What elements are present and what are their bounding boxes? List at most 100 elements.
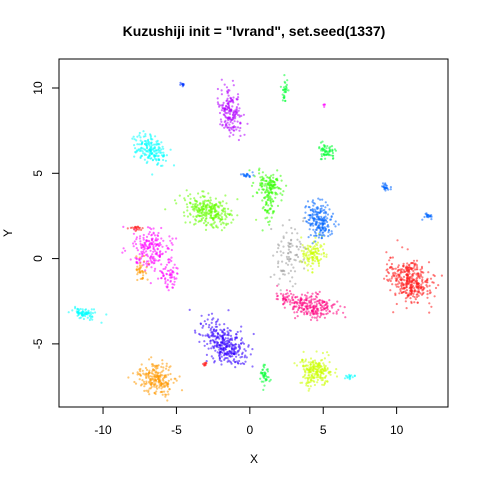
- data-point: [262, 388, 265, 391]
- data-point: [295, 253, 298, 256]
- data-point: [205, 224, 208, 227]
- data-point: [433, 274, 436, 278]
- data-point: [176, 267, 179, 270]
- data-point: [84, 308, 88, 311]
- data-point: [273, 273, 276, 276]
- data-point: [412, 279, 415, 282]
- data-point: [239, 134, 242, 137]
- data-point: [428, 289, 431, 292]
- data-point: [313, 230, 316, 233]
- data-point: [147, 246, 150, 250]
- data-point: [297, 248, 300, 251]
- data-point: [205, 360, 208, 363]
- data-point: [301, 381, 304, 384]
- data-point: [385, 251, 388, 254]
- data-point: [323, 316, 326, 319]
- data-point: [306, 200, 310, 203]
- data-point: [308, 376, 311, 379]
- data-point: [230, 352, 233, 355]
- data-point: [326, 145, 329, 148]
- data-point: [388, 266, 392, 269]
- data-point: [300, 236, 303, 239]
- data-point: [424, 280, 427, 283]
- data-point: [152, 259, 155, 262]
- data-point: [346, 375, 349, 378]
- data-point: [313, 374, 316, 377]
- data-point: [314, 236, 317, 239]
- data-point: [296, 238, 299, 241]
- data-point: [143, 382, 146, 385]
- data-point: [135, 149, 138, 152]
- data-point: [276, 179, 279, 182]
- data-point: [126, 227, 129, 230]
- data-point: [71, 309, 74, 312]
- data-point: [236, 113, 239, 116]
- data-point: [305, 252, 308, 255]
- data-point: [229, 334, 233, 337]
- data-point: [420, 293, 424, 296]
- data-point: [312, 204, 315, 207]
- data-point: [229, 355, 232, 358]
- data-point: [203, 199, 207, 202]
- data-point: [200, 314, 203, 317]
- data-point: [321, 302, 324, 305]
- data-point: [308, 206, 311, 209]
- data-point: [326, 380, 329, 383]
- data-point: [429, 277, 433, 280]
- data-point: [173, 280, 176, 283]
- data-point: [320, 312, 323, 315]
- data-point: [248, 169, 251, 172]
- data-point: [310, 374, 313, 378]
- data-point: [264, 191, 267, 194]
- data-point: [261, 188, 264, 191]
- data-point: [178, 375, 181, 378]
- data-point: [134, 147, 137, 150]
- data-point: [236, 98, 239, 101]
- data-point: [223, 126, 226, 129]
- data-point: [322, 383, 326, 387]
- data-point: [323, 300, 326, 303]
- data-point: [229, 343, 232, 346]
- data-point: [233, 120, 236, 123]
- data-point: [312, 308, 315, 311]
- data-point: [331, 306, 334, 309]
- data-point: [160, 148, 163, 151]
- data-point: [262, 177, 265, 180]
- data-point: [268, 191, 271, 194]
- data-point: [293, 270, 297, 273]
- data-point: [204, 334, 207, 337]
- data-point: [139, 266, 142, 269]
- data-point: [140, 143, 143, 146]
- data-point: [392, 311, 395, 314]
- data-point: [238, 129, 241, 132]
- data-point: [195, 215, 198, 218]
- data-point: [140, 154, 143, 158]
- data-point: [276, 298, 279, 301]
- data-point: [266, 183, 269, 186]
- data-point: [201, 208, 204, 211]
- data-point: [414, 289, 417, 292]
- data-point: [311, 222, 314, 225]
- data-point: [386, 278, 389, 281]
- data-point: [142, 238, 145, 241]
- data-point: [79, 316, 82, 319]
- data-point: [324, 153, 327, 156]
- data-point: [319, 226, 322, 229]
- data-point: [426, 296, 429, 299]
- data-point: [138, 258, 141, 261]
- data-point: [337, 308, 340, 311]
- data-point: [215, 328, 218, 332]
- data-point: [293, 228, 297, 231]
- data-point: [384, 187, 387, 190]
- data-point: [121, 251, 124, 254]
- data-point: [423, 286, 426, 290]
- data-point: [415, 264, 418, 267]
- cluster-20: [259, 363, 272, 391]
- data-point: [233, 348, 236, 351]
- data-point: [265, 378, 268, 382]
- data-point: [245, 356, 248, 359]
- data-point: [155, 375, 158, 379]
- data-point: [309, 245, 312, 248]
- data-point: [131, 137, 134, 140]
- data-point: [215, 225, 218, 228]
